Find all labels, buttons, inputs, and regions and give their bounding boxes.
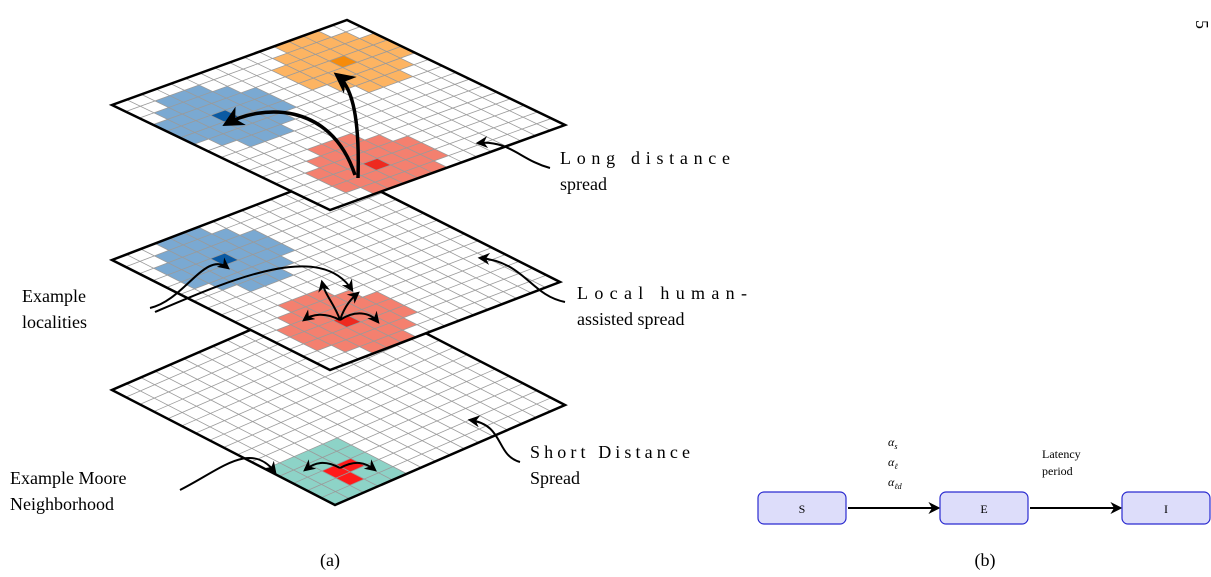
- rate-label: αℓd: [888, 475, 903, 491]
- rate-label: αs: [888, 435, 897, 451]
- grid-layer: [112, 20, 565, 210]
- annotation: localities: [22, 312, 87, 332]
- rate-subscript: ℓ: [894, 462, 898, 471]
- page-number: 5: [1192, 20, 1211, 29]
- annotation: Example: [22, 286, 86, 306]
- annotation: Short Distance: [530, 442, 690, 462]
- annotation: Neighborhood: [10, 494, 114, 514]
- annotation: assisted spread: [577, 309, 684, 329]
- annotation: Long distance: [560, 148, 730, 168]
- caption: (b): [975, 550, 996, 571]
- state-label: E: [980, 502, 987, 516]
- rate-subscript: s: [894, 442, 897, 451]
- rate-label: αℓ: [888, 455, 898, 471]
- grid-layers: [112, 20, 565, 505]
- annotation: spread: [560, 174, 607, 194]
- caption: (a): [320, 550, 340, 571]
- rate-subscript: ℓd: [894, 482, 902, 491]
- annotation: Example Moore: [10, 468, 126, 488]
- latency-label: period: [1042, 464, 1073, 478]
- annotation: Spread: [530, 468, 580, 488]
- annotation: Local human-: [577, 283, 747, 303]
- latency-label: Latency: [1042, 447, 1081, 461]
- figure: Long distance spread Local human-assisted …: [0, 0, 1211, 577]
- state-label: S: [799, 502, 806, 516]
- state-label: I: [1164, 502, 1168, 516]
